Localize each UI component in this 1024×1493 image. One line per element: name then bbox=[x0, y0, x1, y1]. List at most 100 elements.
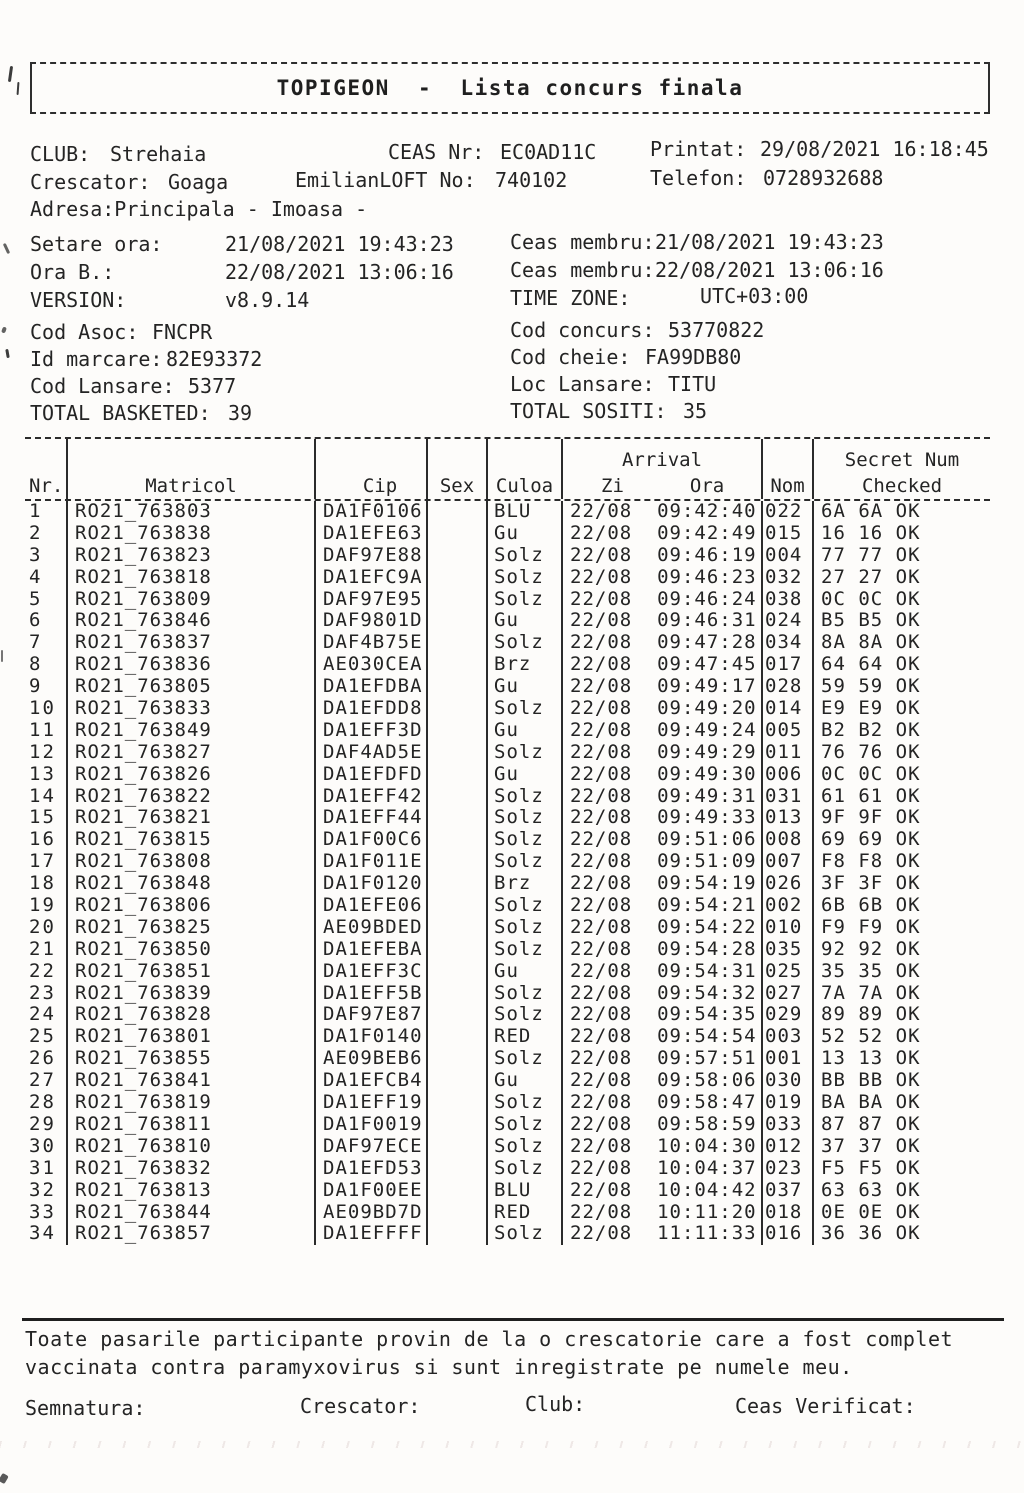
cell-culoa: RED bbox=[488, 1026, 563, 1049]
total-sositi-value: 35 bbox=[683, 399, 708, 423]
cell-culoa: Gu bbox=[488, 676, 563, 699]
ceas-nr-value: EC0AD11C bbox=[500, 140, 597, 164]
cell-secret: 0E 0E OK bbox=[821, 1201, 921, 1223]
results-table-header: Nr. Matricol Cip Sex Culoa Arrival bbox=[25, 437, 990, 501]
cell-secret: 13 13 OK bbox=[821, 1048, 921, 1070]
cell-arrival: 22/08 09:54:28 bbox=[563, 938, 763, 961]
cell-arrival: 22/08 09:51:06 bbox=[563, 829, 763, 852]
crescator-value: Goaga bbox=[168, 170, 229, 194]
cell-culoa: Solz bbox=[488, 829, 563, 852]
telefon-value: 0728932688 bbox=[763, 166, 884, 190]
cell-nr: 18 bbox=[25, 873, 68, 896]
setare-ora-label: Setare ora: bbox=[30, 232, 163, 256]
cell-culoa: Solz bbox=[488, 1004, 563, 1027]
cell-nr: 25 bbox=[25, 1026, 68, 1049]
table-row: 30 RO21_763810 DAF97ECE Solz 22/08 10:04… bbox=[25, 1135, 990, 1158]
cell-matricol: RO21_763826 bbox=[68, 763, 316, 786]
cell-matricol: RO21_763848 bbox=[68, 873, 316, 896]
cell-culoa: Brz bbox=[488, 654, 563, 677]
cell-arrival: 22/08 10:11:20 bbox=[563, 1201, 763, 1224]
header-checked: Checked bbox=[861, 475, 943, 497]
table-row: 24 RO21_763828 DAF97E87 Solz 22/08 09:54… bbox=[25, 1004, 990, 1027]
cell-arrival: 22/08 10:04:42 bbox=[563, 1179, 763, 1202]
cell-matricol: RO21_763819 bbox=[68, 1092, 316, 1114]
cell-nr: 2 bbox=[25, 522, 68, 545]
cell-secret: 8A 8A OK bbox=[821, 632, 921, 654]
cell-secret: B2 B2 OK bbox=[821, 719, 921, 741]
cell-secret: 76 76 OK bbox=[821, 741, 921, 763]
cell-nom: 033 bbox=[763, 1113, 814, 1136]
cell-nom: 013 bbox=[763, 807, 814, 830]
cell-cip: AE030CEA bbox=[316, 654, 428, 677]
cell-cip: DA1EFDD8 bbox=[316, 698, 428, 720]
loft-no-value: 740102 bbox=[495, 168, 568, 192]
table-row: 11 RO21_763849 DA1EFF3D Gu 22/08 09:49:2… bbox=[25, 719, 990, 742]
cell-nr: 23 bbox=[25, 982, 68, 1005]
cell-matricol: RO21_763850 bbox=[68, 938, 316, 961]
cell-arrival: 22/08 09:54:31 bbox=[563, 960, 763, 983]
table-row: 12 RO21_763827 DAF4AD5E Solz 22/08 09:49… bbox=[25, 741, 990, 764]
cell-cip: AE09BDED bbox=[316, 916, 428, 939]
id-marcare-value: 82E93372 bbox=[166, 347, 263, 371]
cell-nr: 27 bbox=[25, 1070, 68, 1093]
cell-nom: 025 bbox=[763, 960, 814, 983]
cell-sex bbox=[428, 632, 488, 655]
cell-culoa: Solz bbox=[488, 1048, 563, 1071]
cell-sex bbox=[428, 610, 488, 633]
cell-matricol: RO21_763815 bbox=[68, 829, 316, 852]
cell-arrival: 22/08 09:49:24 bbox=[563, 719, 763, 742]
header-zi: Zi bbox=[601, 475, 624, 497]
table-row: 4 RO21_763818 DA1EFC9A Solz 22/08 09:46:… bbox=[25, 566, 990, 589]
cell-arrival: 22/08 09:49:29 bbox=[563, 741, 763, 764]
cell-nom: 019 bbox=[763, 1092, 814, 1114]
cell-secret: 89 89 OK bbox=[821, 1004, 921, 1026]
cell-nr: 19 bbox=[25, 895, 68, 917]
cell-arrival: 22/08 09:46:24 bbox=[563, 588, 763, 611]
cell-culoa: Solz bbox=[488, 1223, 563, 1246]
table-row: 27 RO21_763841 DA1EFCB4 Gu 22/08 09:58:0… bbox=[25, 1070, 990, 1093]
cell-nom: 032 bbox=[763, 566, 814, 589]
cell-arrival: 22/08 09:54:32 bbox=[563, 982, 763, 1005]
cell-cip: DAF4AD5E bbox=[316, 741, 428, 764]
cell-nom: 007 bbox=[763, 851, 814, 874]
cell-culoa: Solz bbox=[488, 588, 563, 611]
cod-concurs-label: Cod concurs: bbox=[510, 318, 655, 342]
ceas-nr-label: CEAS Nr: bbox=[388, 140, 485, 164]
declaration-line2: vaccinata contra paramyxovirus si sunt i… bbox=[25, 1355, 853, 1379]
cell-culoa: Solz bbox=[488, 851, 563, 874]
cell-sex bbox=[428, 1179, 488, 1202]
cell-culoa: Gu bbox=[488, 960, 563, 983]
cell-culoa: Gu bbox=[488, 610, 563, 633]
cell-sex bbox=[428, 654, 488, 677]
cell-culoa: Solz bbox=[488, 632, 563, 655]
cell-arrival: 22/08 09:46:31 bbox=[563, 610, 763, 633]
cell-matricol: RO21_763811 bbox=[68, 1113, 316, 1136]
results-table: Nr. Matricol Cip Sex Culoa Arrival bbox=[25, 437, 990, 1246]
cell-nom: 027 bbox=[763, 982, 814, 1005]
table-row: 19 RO21_763806 DA1EFE06 Solz 22/08 09:54… bbox=[25, 895, 990, 917]
cell-sex bbox=[428, 873, 488, 896]
table-row: 32 RO21_763813 DA1F00EE BLU 22/08 10:04:… bbox=[25, 1179, 990, 1202]
ceas-membru1-label: Ceas membru: bbox=[510, 230, 655, 254]
scan-artifact bbox=[1, 326, 7, 334]
header-cell-nr: Nr. bbox=[25, 439, 68, 499]
cell-sex bbox=[428, 1113, 488, 1136]
cell-culoa: Solz bbox=[488, 1113, 563, 1136]
cell-nom: 003 bbox=[763, 1026, 814, 1049]
header-secret-num: Secret Num bbox=[844, 449, 960, 471]
cell-secret: B5 B5 OK bbox=[821, 610, 921, 632]
cell-matricol: RO21_763857 bbox=[68, 1223, 316, 1246]
cell-cip: AE09BD7D bbox=[316, 1201, 428, 1224]
cell-sex bbox=[428, 851, 488, 874]
cell-arrival: 22/08 09:58:06 bbox=[563, 1070, 763, 1093]
cell-sex bbox=[428, 1004, 488, 1027]
cell-sex bbox=[428, 1070, 488, 1093]
cell-secret: 7A 7A OK bbox=[821, 982, 921, 1004]
crescator-sign-label: Crescator: bbox=[300, 1394, 421, 1418]
cell-cip: DAF97E87 bbox=[316, 1004, 428, 1027]
table-row: 26 RO21_763855 AE09BEB6 Solz 22/08 09:57… bbox=[25, 1048, 990, 1071]
cell-matricol: RO21_763813 bbox=[68, 1179, 316, 1202]
cell-matricol: RO21_763810 bbox=[68, 1135, 316, 1158]
cell-cip: DA1F0120 bbox=[316, 873, 428, 896]
cell-secret: F9 F9 OK bbox=[821, 916, 921, 938]
